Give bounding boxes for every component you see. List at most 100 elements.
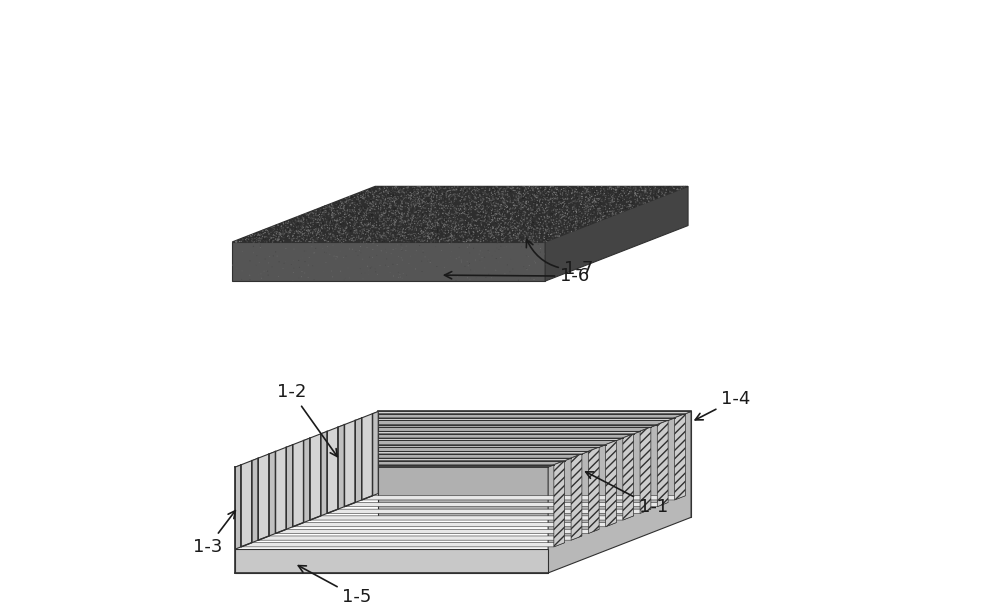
- Point: [266, 232, 282, 241]
- Point: [543, 193, 559, 203]
- Point: [395, 216, 411, 226]
- Point: [326, 237, 342, 246]
- Point: [522, 214, 538, 224]
- Point: [367, 209, 383, 218]
- Point: [533, 227, 549, 237]
- Point: [369, 195, 385, 205]
- Point: [528, 197, 544, 207]
- Point: [571, 205, 587, 215]
- Point: [553, 222, 569, 232]
- Point: [584, 215, 600, 225]
- Point: [389, 195, 405, 204]
- Point: [462, 212, 478, 222]
- Point: [251, 238, 267, 247]
- Point: [458, 228, 474, 238]
- Point: [367, 200, 383, 210]
- Point: [532, 247, 548, 257]
- Point: [412, 204, 428, 213]
- Point: [315, 218, 331, 228]
- Point: [613, 204, 629, 214]
- Point: [435, 223, 451, 232]
- Point: [298, 236, 314, 246]
- Point: [406, 206, 422, 215]
- Point: [444, 247, 460, 257]
- Point: [323, 235, 339, 245]
- Point: [462, 274, 478, 284]
- Point: [554, 198, 570, 207]
- Point: [424, 215, 440, 224]
- Point: [525, 185, 541, 195]
- Point: [570, 212, 586, 221]
- Point: [387, 210, 403, 219]
- Point: [401, 217, 417, 227]
- Point: [377, 224, 393, 233]
- Point: [455, 221, 471, 230]
- Point: [556, 201, 572, 211]
- Point: [257, 234, 273, 244]
- Point: [551, 207, 567, 216]
- Point: [442, 227, 458, 237]
- Point: [585, 201, 601, 211]
- Point: [486, 184, 502, 193]
- Point: [325, 216, 341, 226]
- Point: [584, 184, 600, 193]
- Point: [519, 217, 535, 227]
- Point: [262, 252, 278, 261]
- Point: [252, 242, 268, 252]
- Point: [415, 198, 431, 208]
- Point: [491, 229, 507, 239]
- Point: [553, 200, 569, 210]
- Point: [477, 263, 493, 273]
- Point: [276, 221, 292, 230]
- Point: [318, 248, 334, 258]
- Point: [528, 258, 544, 268]
- Point: [495, 214, 511, 224]
- Point: [440, 216, 456, 226]
- Point: [437, 222, 453, 232]
- Point: [561, 186, 577, 196]
- Point: [378, 218, 394, 227]
- Point: [449, 208, 465, 218]
- Point: [340, 205, 356, 215]
- Point: [417, 186, 433, 196]
- Point: [354, 192, 370, 201]
- Point: [265, 237, 281, 247]
- Point: [316, 210, 332, 219]
- Point: [526, 224, 542, 234]
- Point: [492, 190, 508, 200]
- Point: [464, 196, 480, 206]
- Point: [495, 196, 511, 206]
- Point: [367, 187, 383, 197]
- Point: [355, 274, 371, 284]
- Point: [562, 184, 578, 194]
- Point: [407, 193, 423, 203]
- Point: [502, 197, 518, 207]
- Point: [431, 213, 447, 223]
- Point: [530, 223, 546, 233]
- Point: [550, 216, 566, 226]
- Point: [344, 214, 360, 224]
- Point: [443, 192, 459, 201]
- Point: [511, 229, 527, 239]
- Point: [429, 208, 445, 218]
- Point: [499, 201, 515, 210]
- Point: [436, 187, 452, 197]
- Point: [254, 233, 270, 243]
- Point: [269, 233, 285, 243]
- Point: [401, 197, 417, 207]
- Point: [420, 223, 436, 233]
- Point: [443, 209, 459, 219]
- Point: [385, 230, 401, 240]
- Point: [413, 209, 429, 219]
- Point: [531, 217, 547, 227]
- Point: [441, 198, 457, 208]
- Point: [400, 202, 416, 212]
- Point: [497, 184, 513, 194]
- Point: [558, 225, 574, 235]
- Point: [445, 234, 461, 244]
- Point: [446, 190, 462, 199]
- Point: [417, 230, 433, 240]
- Point: [343, 205, 359, 215]
- Point: [419, 184, 435, 193]
- Point: [288, 227, 304, 237]
